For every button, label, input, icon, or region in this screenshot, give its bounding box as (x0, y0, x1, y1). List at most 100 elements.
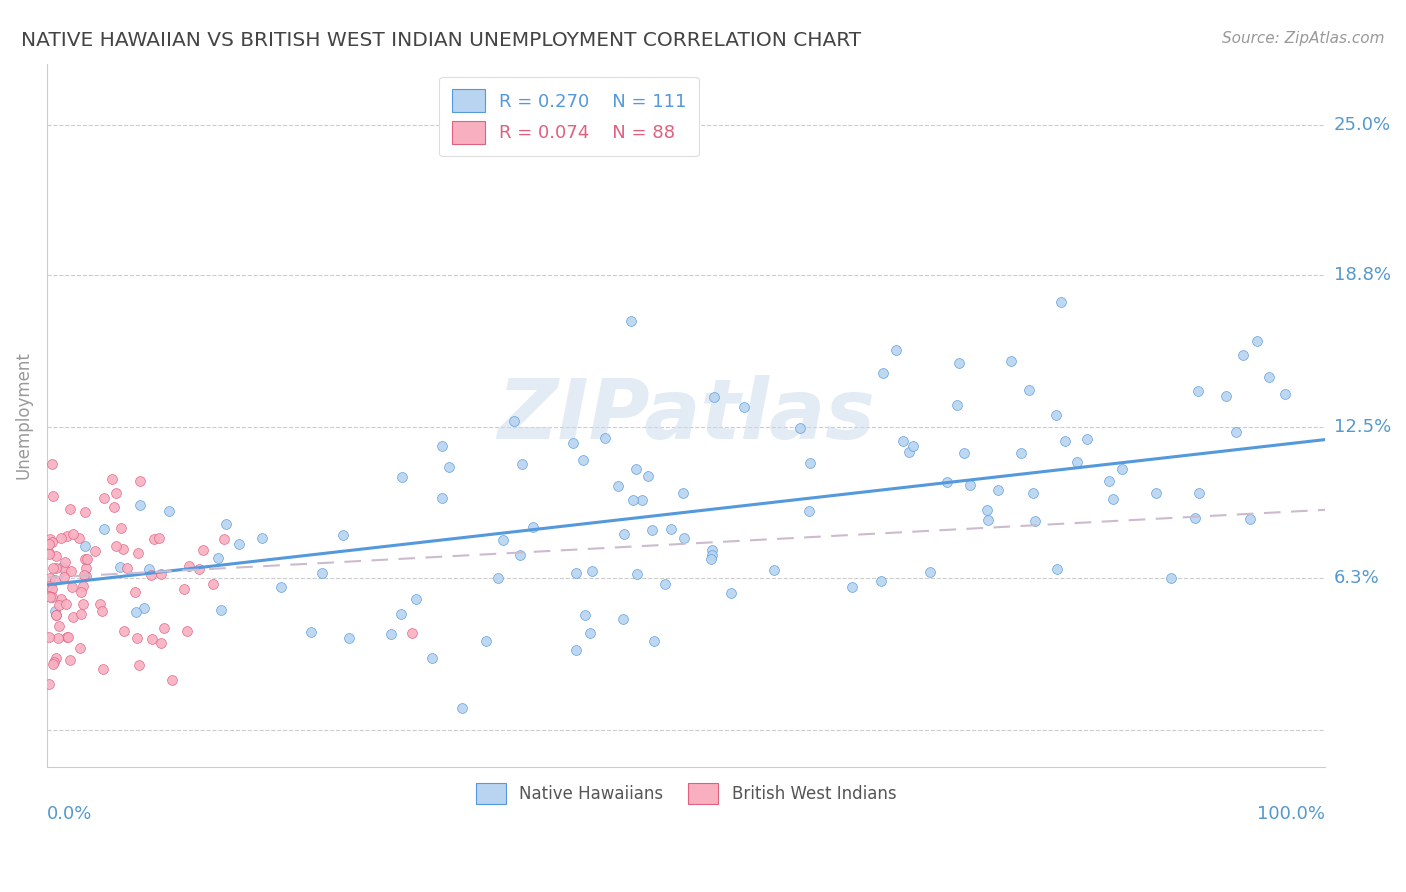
Point (1076, 432, 1098, 446)
Point (891, 434, 914, 449)
Point (1187, 384, 1209, 399)
Point (797, 504, 820, 518)
Point (44, 549, 66, 563)
Point (138, 562, 160, 576)
Point (70, 607, 93, 621)
Point (884, 343, 907, 357)
Legend: Native Hawaiians, British West Indians: Native Hawaiians, British West Indians (470, 776, 903, 811)
Point (48, 598, 70, 612)
Point (141, 632, 163, 647)
Point (903, 439, 925, 453)
Point (112, 541, 135, 556)
Point (702, 543, 724, 558)
Point (128, 658, 150, 673)
Point (42, 561, 65, 575)
Point (733, 400, 755, 414)
Point (841, 581, 863, 595)
Text: ZIPatlas: ZIPatlas (498, 375, 875, 456)
Point (430, 439, 453, 453)
Point (42, 489, 65, 503)
Point (631, 492, 654, 507)
Point (953, 446, 976, 460)
Point (437, 460, 460, 475)
Point (510, 457, 533, 471)
Text: 100.0%: 100.0% (1257, 805, 1326, 823)
Point (720, 585, 742, 599)
Point (60, 581, 83, 595)
Point (41, 590, 63, 604)
Point (976, 513, 998, 527)
Point (1144, 486, 1167, 500)
Text: 25.0%: 25.0% (1334, 116, 1391, 134)
Point (38, 676, 60, 690)
Point (103, 500, 125, 514)
Point (401, 626, 423, 640)
Point (250, 531, 273, 545)
Point (935, 475, 957, 490)
Point (872, 366, 894, 380)
Point (69, 640, 91, 655)
Point (1024, 514, 1046, 528)
Point (93, 491, 115, 506)
Point (420, 650, 443, 665)
Point (1102, 492, 1125, 507)
Point (70, 584, 93, 599)
Point (91, 662, 114, 676)
Point (1097, 474, 1119, 488)
Point (621, 492, 644, 507)
Point (41, 582, 63, 596)
Point (799, 456, 821, 470)
Point (1018, 384, 1040, 398)
Point (41, 657, 63, 672)
Point (117, 560, 139, 574)
Point (162, 673, 184, 687)
Point (58, 630, 80, 644)
Point (72, 568, 94, 582)
Point (73, 539, 96, 553)
Point (38, 578, 60, 592)
Point (139, 567, 162, 582)
Point (1188, 485, 1211, 500)
Point (44, 573, 66, 587)
Point (391, 470, 413, 484)
Point (959, 477, 981, 491)
Point (72, 598, 94, 612)
Point (870, 574, 893, 589)
Point (380, 627, 402, 641)
Point (41, 535, 63, 549)
Point (641, 523, 664, 537)
Point (187, 562, 209, 576)
Point (1239, 512, 1261, 526)
Point (51, 560, 73, 574)
Point (1184, 511, 1206, 525)
Point (1050, 294, 1073, 309)
Point (132, 600, 155, 615)
Point (654, 576, 676, 591)
Point (46, 632, 69, 646)
Point (672, 485, 695, 500)
Point (159, 504, 181, 518)
Point (142, 533, 165, 547)
Point (673, 531, 696, 545)
Point (976, 503, 998, 517)
Point (38, 630, 60, 644)
Point (51, 531, 73, 545)
Point (503, 413, 526, 427)
Text: 0.0%: 0.0% (46, 805, 93, 823)
Point (945, 398, 967, 412)
Point (522, 520, 544, 534)
Point (38, 546, 60, 560)
Point (39, 571, 62, 585)
Point (1160, 571, 1182, 585)
Point (1046, 562, 1069, 576)
Point (38, 589, 60, 603)
Point (149, 566, 172, 581)
Point (432, 491, 454, 505)
Point (626, 566, 648, 581)
Point (311, 566, 333, 580)
Point (129, 498, 152, 512)
Point (108, 559, 131, 574)
Point (100, 472, 122, 486)
Point (56, 529, 79, 543)
Point (62, 610, 84, 624)
